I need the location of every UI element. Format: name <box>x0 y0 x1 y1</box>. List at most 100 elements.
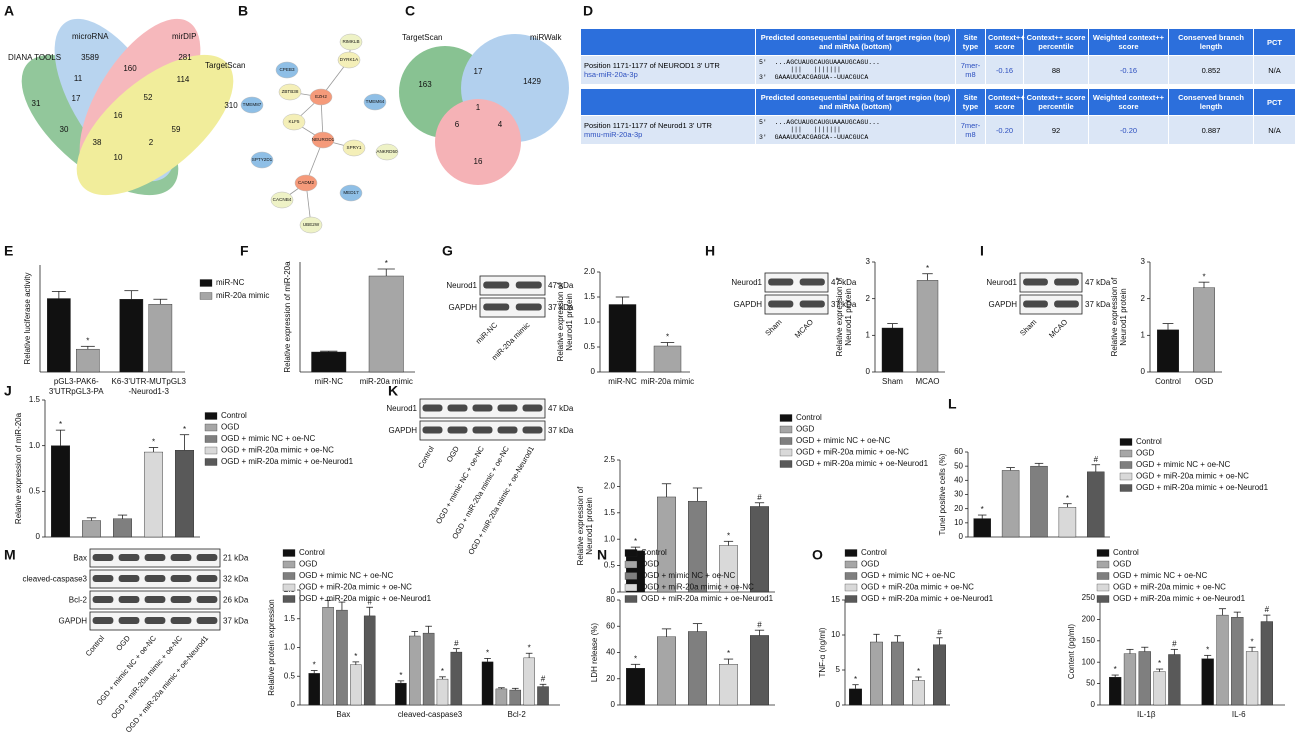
pairing-line: ||| ||||||| <box>759 126 841 134</box>
blot-band <box>144 575 166 582</box>
legend-label: OGD + mimic NC + oe-NC <box>299 571 393 580</box>
legend-label: OGD <box>1113 560 1131 569</box>
legend-swatch <box>1096 595 1110 603</box>
panel-label: N <box>597 547 607 563</box>
header-cell: Site type <box>955 28 986 56</box>
legend-label: OGD + miR-20a mimic + oe-Neurod1 <box>1113 594 1246 603</box>
blot-size-label: 47 kDa <box>548 281 574 290</box>
panel-label: F <box>240 243 249 259</box>
significance-marker: * <box>1206 645 1209 654</box>
bar <box>308 673 320 706</box>
blot-size-label: 37 kDa <box>548 426 574 435</box>
blot-size-label: 47 kDa <box>831 278 857 287</box>
significance-marker: # <box>757 620 762 629</box>
blot-row-label: cleaved-caspase3 <box>23 575 88 584</box>
blot-lane-label: Control <box>84 634 107 659</box>
network-node <box>311 131 335 149</box>
value-cell: 7mer-m8 <box>955 55 986 85</box>
blot-band <box>522 404 543 412</box>
y-axis-label: Neurod1 protein <box>1119 288 1128 345</box>
panel-label: H <box>705 243 715 259</box>
y-tick-label: 0 <box>36 532 41 541</box>
venn-count: 17 <box>72 94 81 103</box>
bar <box>409 635 421 706</box>
y-tick-label: 80 <box>606 595 615 604</box>
blot-row-label: Neurod1 <box>986 278 1017 287</box>
blot-band <box>92 554 114 561</box>
y-tick-label: 20 <box>954 504 963 513</box>
bar <box>626 668 646 706</box>
node-label: SPRY1 <box>347 145 362 150</box>
y-axis-label: TNF-α (ng/ml) <box>818 627 827 677</box>
y-tick-label: 2.5 <box>604 455 616 464</box>
pairing-line: 5' ...AGCUAUGCAUGUAAAUGCAGU... <box>759 118 880 126</box>
legend-swatch <box>282 595 296 603</box>
y-tick-label: 0 <box>611 587 616 596</box>
bar <box>395 682 407 706</box>
legend-label: OGD <box>299 560 317 569</box>
legend-swatch <box>204 435 218 443</box>
x-tick-label: cleaved-caspase3 <box>398 710 463 719</box>
value-cell: -0.16 <box>1088 55 1169 85</box>
bar <box>523 657 535 706</box>
venn-count: 17 <box>474 67 483 76</box>
venn-count: 10 <box>114 153 123 162</box>
value-cell: 0.887 <box>1168 115 1254 145</box>
bar <box>450 651 463 706</box>
significance-marker: * <box>1202 272 1205 281</box>
x-tick-label: Bax <box>336 710 350 719</box>
bar <box>481 661 494 706</box>
y-tick-label: 0 <box>1141 367 1146 376</box>
blot-band <box>196 596 218 603</box>
blot-band <box>447 404 468 412</box>
network-node <box>342 139 366 157</box>
table-d: Predicted consequential pairing of targe… <box>580 28 1296 148</box>
legend-swatch <box>844 595 858 603</box>
venn-count: 11 <box>74 74 83 83</box>
blot-frame <box>479 297 546 318</box>
venn-count: 160 <box>123 64 137 73</box>
y-axis-label: Relative expression of miR-20a <box>14 412 23 524</box>
bar <box>657 636 677 706</box>
bar <box>891 641 905 706</box>
x-tick-label: pGL3-PAK6- <box>54 377 99 386</box>
venn-count: 1429 <box>523 77 541 86</box>
legend-swatch <box>779 414 793 422</box>
blot-frame <box>764 272 829 293</box>
legend-label: OGD + miR-20a mimic + oe-NC <box>861 583 974 592</box>
table-block: Predicted consequential pairing of targe… <box>580 28 1296 85</box>
blot-band <box>170 617 192 624</box>
legend-swatch <box>779 448 793 457</box>
bar <box>1030 465 1048 538</box>
y-tick-label: 40 <box>606 648 615 657</box>
header-cell <box>580 28 756 56</box>
blot-band <box>522 426 543 434</box>
blot-band <box>196 617 218 624</box>
legend-swatch <box>1119 461 1133 469</box>
venn-set-label: mirDIP <box>172 32 196 41</box>
venn-count: 310 <box>224 101 238 110</box>
y-tick-label: 30 <box>954 490 963 499</box>
legend-swatch <box>1096 560 1110 569</box>
table-block: Predicted consequential pairing of targe… <box>580 88 1296 145</box>
y-tick-label: 5 <box>836 665 841 674</box>
bar <box>1168 654 1181 706</box>
header-cell: Weighted context++ score <box>1088 28 1169 56</box>
blot-band <box>497 426 518 434</box>
venn-count: 2 <box>149 138 154 147</box>
legend-swatch <box>282 583 296 592</box>
blot-band <box>768 278 794 286</box>
y-tick-label: 0.5 <box>284 671 296 680</box>
blot-lane-label: Sham <box>1018 317 1038 337</box>
bar <box>495 688 508 706</box>
venn-set-label: TargetScan <box>402 33 442 42</box>
network-node <box>375 143 399 161</box>
significance-marker: # <box>367 597 372 606</box>
x-tick-label: miR-20a mimic <box>360 377 413 386</box>
significance-marker: # <box>1094 455 1099 464</box>
legend-label: OGD + mimic NC + oe-NC <box>796 436 890 445</box>
significance-marker: * <box>354 652 357 661</box>
node-label: ZBTB38 <box>282 89 299 94</box>
header-cell: Context++ score <box>985 28 1025 56</box>
venn-a-shapes <box>21 18 234 196</box>
